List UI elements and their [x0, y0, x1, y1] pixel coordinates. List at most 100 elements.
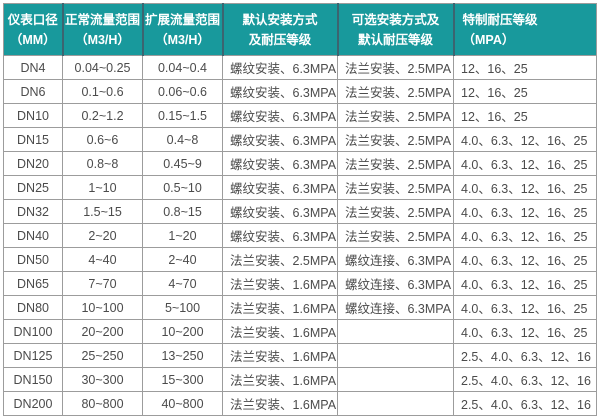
cell-optional-install: 法兰安装、2.5MPA [337, 175, 454, 200]
table-row: DN50 4~40 2~40 法兰安装、2.5MPA 螺纹连接、6.3MPA 4.0、6.… [3, 247, 597, 272]
cell-normal: 0.8~8 [62, 151, 143, 176]
cell-optional-install [337, 319, 454, 344]
cell-special: 4.0、6.3、12、16、25 [453, 247, 597, 272]
cell-default-install: 螺纹安装、6.3MPA [222, 175, 338, 200]
table-row: DN150 30~300 15~300 法兰安装、1.6MPA 2.5、4.0、6.3、… [3, 367, 597, 392]
cell-normal: 30~300 [62, 367, 143, 392]
col-header-normal-flow-line1: 正常流量范围 [64, 12, 140, 27]
cell-dn: DN40 [3, 223, 63, 248]
cell-extended: 13~250 [142, 343, 223, 368]
table-row: DN20 0.8~8 0.45~9 螺纹安装、6.3MPA 法兰安装、2.5MPA 4.0… [3, 151, 597, 176]
cell-default-install: 法兰安装、1.6MPA [222, 271, 338, 296]
cell-optional-install: 法兰安装、2.5MPA [337, 151, 454, 176]
cell-dn: DN4 [3, 55, 63, 80]
cell-dn: DN150 [3, 367, 63, 392]
cell-special: 4.0、6.3、12、16、25 [453, 175, 597, 200]
cell-normal: 0.1~0.6 [62, 79, 143, 104]
col-header-special-pressure-line2: （MPA） [462, 32, 515, 47]
cell-extended: 4~70 [142, 271, 223, 296]
cell-extended: 0.06~0.6 [142, 79, 223, 104]
cell-optional-install: 法兰安装、2.5MPA [337, 223, 454, 248]
cell-special: 4.0、6.3、12、16、25 [453, 271, 597, 296]
cell-default-install: 螺纹安装、6.3MPA [222, 103, 338, 128]
cell-extended: 15~300 [142, 367, 223, 392]
flowmeter-spec-table: 仪表口径 （MM） 正常流量范围 （M3/H） 扩展流量范围 （M3/H） 默认… [3, 3, 597, 416]
cell-dn: DN32 [3, 199, 63, 224]
col-header-diameter-line2: （MM） [9, 32, 56, 47]
cell-optional-install: 法兰安装、2.5MPA [337, 79, 454, 104]
col-header-diameter-line1: 仪表口径 [7, 12, 58, 27]
cell-special: 12、16、25 [453, 79, 597, 104]
table-body: DN4 0.04~0.25 0.04~0.4 螺纹安装、6.3MPA 法兰安装、2.5M… [3, 55, 597, 416]
cell-normal: 10~100 [62, 295, 143, 320]
table-row: DN6 0.1~0.6 0.06~0.6 螺纹安装、6.3MPA 法兰安装、2.5MPA… [3, 79, 597, 104]
cell-default-install: 法兰安装、2.5MPA [222, 247, 338, 272]
col-header-extended-flow: 扩展流量范围 （M3/H） [141, 3, 223, 56]
col-header-special-pressure-line1: 特制耐压等级 [462, 12, 538, 27]
cell-normal: 0.2~1.2 [62, 103, 143, 128]
cell-default-install: 螺纹安装、6.3MPA [222, 79, 338, 104]
cell-extended: 0.15~1.5 [142, 103, 223, 128]
cell-dn: DN125 [3, 343, 63, 368]
table-row: DN4 0.04~0.25 0.04~0.4 螺纹安装、6.3MPA 法兰安装、2.5M… [3, 55, 597, 80]
cell-optional-install: 法兰安装、2.5MPA [337, 103, 454, 128]
cell-special: 12、16、25 [453, 103, 597, 128]
cell-special: 4.0、6.3、12、16、25 [453, 199, 597, 224]
cell-normal: 1~10 [62, 175, 143, 200]
cell-extended: 0.8~15 [142, 199, 223, 224]
table-row: DN200 80~800 40~800 法兰安装、1.6MPA 2.5、4.0、6.3、… [3, 391, 597, 416]
col-header-extended-flow-line1: 扩展流量范围 [144, 12, 220, 27]
cell-extended: 0.4~8 [142, 127, 223, 152]
cell-default-install: 法兰安装、1.6MPA [222, 319, 338, 344]
cell-special: 4.0、6.3、12、16、25 [453, 319, 597, 344]
cell-dn: DN25 [3, 175, 63, 200]
table-row: DN10 0.2~1.2 0.15~1.5 螺纹安装、6.3MPA 法兰安装、2.5MP… [3, 103, 597, 128]
cell-optional-install: 螺纹连接、6.3MPA [337, 271, 454, 296]
cell-dn: DN100 [3, 319, 63, 344]
cell-special: 12、16、25 [453, 55, 597, 80]
cell-special: 2.5、4.0、6.3、12、16 [453, 367, 597, 392]
cell-dn: DN15 [3, 127, 63, 152]
cell-special: 2.5、4.0、6.3、12、16 [453, 343, 597, 368]
col-header-default-install-line2: 及耐压等级 [248, 32, 312, 47]
cell-default-install: 螺纹安装、6.3MPA [222, 55, 338, 80]
cell-extended: 0.5~10 [142, 175, 223, 200]
table-row: DN65 7~70 4~70 法兰安装、1.6MPA 螺纹连接、6.3MPA 4.0、6.… [3, 271, 597, 296]
table-row: DN15 0.6~6 0.4~8 螺纹安装、6.3MPA 法兰安装、2.5MPA 4.0、… [3, 127, 597, 152]
col-header-optional-install-line1: 可选安装方式及 [351, 12, 440, 27]
cell-special: 2.5、4.0、6.3、12、16 [453, 391, 597, 416]
cell-optional-install [337, 391, 454, 416]
cell-dn: DN65 [3, 271, 63, 296]
cell-optional-install: 法兰安装、2.5MPA [337, 199, 454, 224]
cell-special: 4.0、6.3、12、16、25 [453, 295, 597, 320]
cell-extended: 2~40 [142, 247, 223, 272]
cell-normal: 25~250 [62, 343, 143, 368]
cell-normal: 0.6~6 [62, 127, 143, 152]
cell-dn: DN50 [3, 247, 63, 272]
cell-dn: DN20 [3, 151, 63, 176]
table-row: DN80 10~100 5~100 法兰安装、1.6MPA 螺纹连接、6.3MPA 4.0… [3, 295, 597, 320]
cell-default-install: 法兰安装、1.6MPA [222, 343, 338, 368]
table-row: DN100 20~200 10~200 法兰安装、1.6MPA 4.0、6.3、12、1… [3, 319, 597, 344]
col-header-default-install: 默认安装方式 及耐压等级 [221, 3, 338, 56]
table-row: DN32 1.5~15 0.8~15 螺纹安装、6.3MPA 法兰安装、2.5MPA 4.… [3, 199, 597, 224]
col-header-extended-flow-line2: （M3/H） [155, 32, 210, 47]
cell-normal: 2~20 [62, 223, 143, 248]
cell-normal: 1.5~15 [62, 199, 143, 224]
cell-dn: DN10 [3, 103, 63, 128]
cell-normal: 80~800 [62, 391, 143, 416]
cell-dn: DN80 [3, 295, 63, 320]
col-header-special-pressure: 特制耐压等级 （MPA） [452, 3, 597, 56]
cell-extended: 0.04~0.4 [142, 55, 223, 80]
cell-extended: 0.45~9 [142, 151, 223, 176]
cell-normal: 4~40 [62, 247, 143, 272]
col-header-diameter: 仪表口径 （MM） [3, 3, 63, 56]
cell-default-install: 法兰安装、1.6MPA [222, 391, 338, 416]
cell-optional-install: 螺纹连接、6.3MPA [337, 295, 454, 320]
table-row: DN40 2~20 1~20 螺纹安装、6.3MPA 法兰安装、2.5MPA 4.0、6.… [3, 223, 597, 248]
cell-optional-install [337, 343, 454, 368]
cell-extended: 5~100 [142, 295, 223, 320]
cell-default-install: 螺纹安装、6.3MPA [222, 199, 338, 224]
cell-dn: DN6 [3, 79, 63, 104]
